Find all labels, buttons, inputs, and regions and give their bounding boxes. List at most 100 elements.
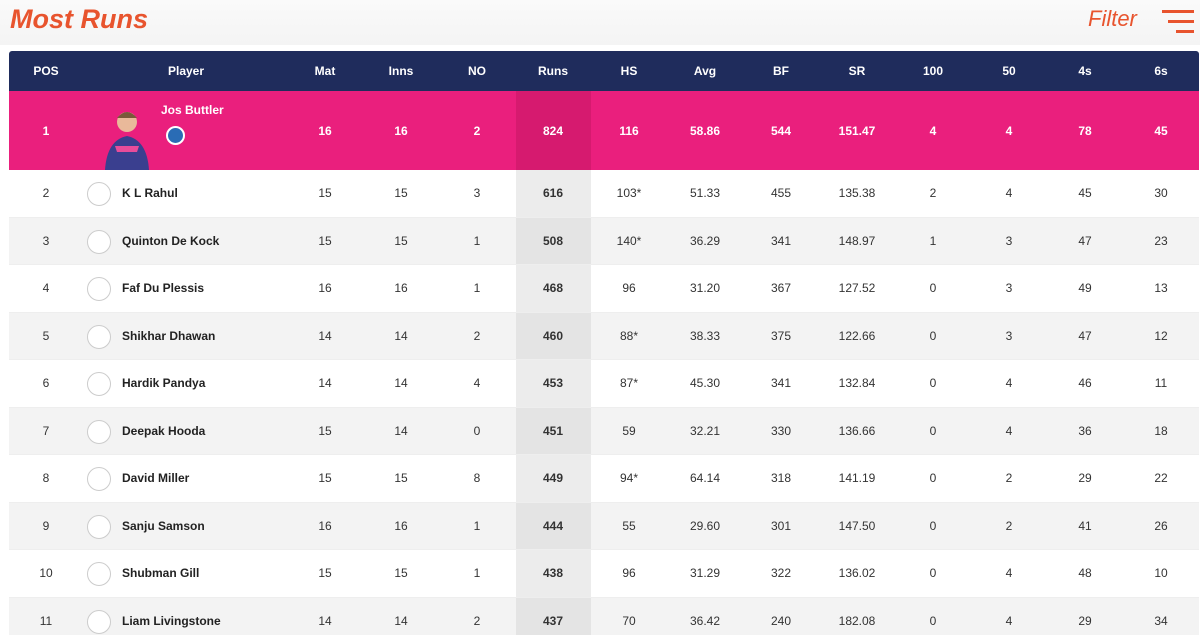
stat-cell: 41 — [1078, 518, 1092, 533]
stat-cell: 45.30 — [689, 376, 721, 391]
stat-cell: 136.02 — [838, 566, 876, 581]
runs-highlight — [516, 407, 591, 454]
stat-cell: 132.84 — [838, 376, 876, 391]
stat-cell: 4 — [1005, 376, 1013, 391]
player-name: David Miller — [122, 471, 190, 486]
stat-cell: 0 — [929, 613, 937, 628]
table-row: 2 K L Rahul 15 15 3 616 103* 51.33 455 135.38 2 4 45… — [9, 170, 1199, 218]
stat-cell: 64.14 — [689, 471, 721, 486]
team-logo — [87, 372, 111, 396]
player-name: Jos Buttler — [161, 103, 224, 117]
player-name: Shubman Gill — [122, 566, 200, 581]
stat-cell: 0 — [929, 328, 937, 343]
stat-cell: 375 — [770, 328, 792, 343]
runs-highlight — [516, 550, 591, 597]
page-title: Most Runs — [10, 4, 148, 34]
runs-highlight — [516, 502, 591, 549]
stat-cell: 147.50 — [838, 518, 876, 533]
table-row: 4 Faf Du Plessis 16 16 1 468 96 31.20 367 127.52 0… — [9, 265, 1199, 313]
stat-cell: 14 — [318, 613, 332, 628]
stat-cell: 49 — [1078, 281, 1092, 296]
column-header: POS — [33, 64, 59, 78]
column-header: Avg — [693, 64, 717, 78]
stat-cell: 0 — [929, 566, 937, 581]
stat-cell: 26 — [1154, 518, 1168, 533]
stat-cell: 15 — [394, 233, 408, 248]
stat-cell: 301 — [770, 518, 792, 533]
stat-cell: 51.33 — [689, 186, 721, 201]
runs-highlight — [516, 455, 591, 502]
stat-cell: 7 — [42, 423, 50, 438]
stat-cell: 318 — [770, 471, 792, 486]
team-logo — [87, 562, 111, 586]
stat-cell: 0 — [929, 423, 937, 438]
runs-highlight — [516, 91, 591, 170]
stat-cell: 10 — [1154, 566, 1168, 581]
stat-cell: 15 — [394, 186, 408, 201]
column-header: SR — [848, 64, 866, 78]
team-logo — [87, 324, 111, 349]
stat-cell: 15 — [318, 186, 332, 201]
stat-cell: 16 — [394, 281, 408, 296]
stat-cell: 12 — [1154, 328, 1168, 343]
stat-cell: 29.60 — [689, 518, 721, 533]
stat-cell: 455 — [770, 186, 792, 201]
stat-cell: 4 — [1005, 186, 1013, 201]
stat-cell: 2 — [1005, 518, 1013, 533]
stats-table: POS Player Mat Inns NO Runs HS Avg BF SR 100 50 4s 6s… — [9, 51, 1199, 635]
stat-cell: 47 — [1078, 233, 1092, 248]
stat-cell: 96 — [622, 566, 636, 581]
stat-cell: 135.38 — [838, 186, 876, 201]
stat-cell: 14 — [318, 376, 332, 391]
player-name: Sanju Samson — [122, 518, 205, 533]
column-header: 4s — [1078, 64, 1092, 78]
stat-cell: 46 — [1078, 376, 1092, 391]
stat-cell: 2 — [1005, 471, 1013, 486]
stat-cell: 1 — [473, 566, 481, 581]
stat-cell: 341 — [770, 233, 792, 248]
team-logo — [87, 467, 111, 491]
stat-cell: 87* — [619, 376, 639, 391]
stat-cell: 14 — [394, 376, 408, 391]
stat-cell: 122.66 — [838, 328, 876, 343]
stat-cell: 341 — [770, 376, 792, 391]
stat-cell: 16 — [394, 518, 408, 533]
player-name: Shikhar Dhawan — [122, 328, 216, 343]
team-logo — [87, 609, 111, 634]
stat-cell: 18 — [1154, 423, 1168, 438]
column-header: 6s — [1154, 64, 1168, 78]
stat-cell: 94* — [619, 471, 639, 486]
stat-cell: 36 — [1078, 423, 1092, 438]
stat-cell: 36.42 — [689, 613, 721, 628]
table-row: 11 Liam Livingstone 14 14 2 437 70 36.42 240 182.… — [9, 597, 1199, 635]
stat-cell: 11 — [39, 613, 53, 628]
stat-cell: 3 — [473, 186, 481, 201]
team-logo — [87, 277, 111, 301]
column-header: Runs — [538, 64, 568, 78]
stat-cell: 15 — [394, 566, 408, 581]
stat-cell: 8 — [42, 471, 50, 486]
stat-cell: 4 — [1005, 613, 1013, 628]
stat-cell: 322 — [770, 566, 792, 581]
stat-cell: 148.97 — [838, 233, 876, 248]
stat-cell: 0 — [929, 281, 937, 296]
stat-cell: 14 — [318, 328, 332, 343]
filter-icon[interactable] — [1162, 10, 1194, 34]
runs-highlight — [516, 265, 591, 312]
stat-cell: 127.52 — [838, 281, 876, 296]
stat-cell: 2 — [42, 186, 50, 201]
stat-cell: 8 — [473, 471, 481, 486]
filter-button[interactable]: Filter — [1088, 6, 1137, 31]
stat-cell: 30 — [1154, 186, 1168, 201]
stat-cell: 13 — [1154, 281, 1168, 296]
stat-cell: 3 — [42, 233, 50, 248]
stat-cell: 47 — [1078, 328, 1092, 343]
stat-cell: 16 — [394, 123, 408, 138]
stat-cell: 88* — [619, 328, 639, 343]
stat-cell: 32.21 — [689, 423, 721, 438]
stat-cell: 55 — [622, 518, 636, 533]
column-header: Inns — [388, 64, 414, 78]
stat-cell: 29 — [1078, 613, 1092, 628]
table-row: 6 Hardik Pandya 14 14 4 453 87* 45.30 341 132.84 0… — [9, 360, 1199, 408]
column-header: HS — [620, 64, 638, 78]
